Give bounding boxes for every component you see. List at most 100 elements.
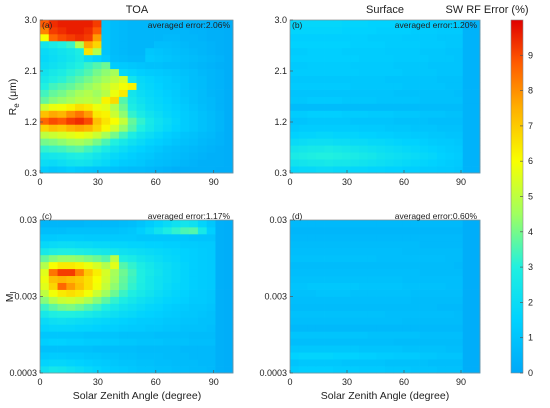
heatmap-cell-a	[171, 54, 181, 63]
heatmap-cell-c	[101, 240, 111, 249]
heatmap-cell-b	[376, 54, 386, 63]
heatmap-cell-a	[48, 131, 58, 139]
heatmap-cell-b	[298, 89, 308, 97]
heatmap-cell-b	[376, 110, 386, 118]
heatmap-cell-c	[162, 261, 172, 270]
heatmap-cell-d	[324, 268, 334, 277]
heatmap-cell-a	[189, 61, 199, 70]
heatmap-cell-b	[385, 159, 395, 167]
x-axis-label-d: Solar Zenith Angle (degree)	[321, 390, 449, 402]
heatmap-cell-d	[298, 338, 308, 346]
heatmap-cell-d	[402, 254, 412, 263]
heatmap-cell-a	[40, 145, 50, 153]
heatmap-cell-a	[180, 68, 190, 77]
heatmap-cell-b	[298, 75, 308, 83]
heatmap-cell-b	[350, 33, 360, 42]
heatmap-cell-a	[206, 96, 216, 104]
heatmap-cell-c	[57, 324, 67, 332]
heatmap-cell-b	[333, 40, 343, 49]
heatmap-cell-d	[462, 338, 472, 346]
heatmap-cell-c	[57, 359, 67, 367]
heatmap-cell-a	[162, 89, 172, 97]
heatmap-cell-b	[385, 61, 395, 70]
heatmap-cell-a	[180, 117, 190, 125]
heatmap-cell-c	[118, 303, 129, 311]
heatmap-cell-a	[171, 26, 181, 35]
heatmap-cell-c	[101, 317, 111, 325]
heatmap-cell-d	[436, 240, 446, 249]
heatmap-cell-b	[324, 103, 334, 111]
heatmap-cell-b	[462, 61, 472, 70]
heatmap-cell-c	[127, 324, 137, 332]
heatmap-cell-d	[393, 310, 403, 318]
heatmap-cell-b	[385, 110, 395, 118]
heatmap-cell-c	[75, 310, 85, 318]
heatmap-cell-a	[75, 117, 85, 125]
heatmap-cell-b	[410, 124, 420, 132]
heatmap-cell-a	[127, 61, 137, 70]
heatmap-cell-c	[145, 289, 155, 297]
heatmap-cell-c	[197, 233, 208, 242]
heatmap-cell-c	[110, 240, 120, 249]
heatmap-cell-b	[462, 96, 472, 104]
heatmap-cell-a	[110, 61, 120, 70]
heatmap-cell-a	[66, 96, 76, 104]
heatmap-cell-d	[290, 240, 300, 249]
heatmap-cell-d	[376, 303, 386, 311]
heatmap-cell-d	[402, 345, 412, 353]
heatmap-cell-a	[224, 47, 234, 56]
heatmap-cell-b	[436, 103, 446, 111]
heatmap-cell-b	[428, 47, 438, 56]
heatmap-cell-c	[118, 220, 129, 228]
heatmap-cell-b	[307, 68, 317, 77]
heatmap-cell-b	[290, 117, 300, 125]
heatmap-cell-b	[290, 152, 300, 160]
heatmap-cell-a	[83, 68, 94, 77]
heatmap-cell-b	[393, 138, 403, 146]
heatmap-cell-b	[428, 26, 438, 35]
heatmap-cell-c	[206, 220, 216, 228]
heatmap-cell-a	[127, 145, 137, 153]
heatmap-cell-b	[367, 26, 377, 35]
heatmap-cell-a	[83, 54, 94, 63]
heatmap-cell-b	[350, 117, 360, 125]
heatmap-cell-d	[385, 275, 395, 283]
heatmap-cell-c	[145, 282, 155, 290]
heatmap-cell-a	[215, 40, 225, 49]
heatmap-cell-a	[101, 159, 111, 167]
heatmap-cell-c	[40, 338, 50, 346]
heatmap-cell-b	[419, 131, 429, 139]
heatmap-cell-b	[315, 145, 325, 153]
heatmap-cell-b	[462, 145, 472, 153]
heatmap-cell-d	[350, 233, 360, 242]
heatmap-cell-c	[224, 324, 234, 332]
heatmap-cell-b	[290, 33, 300, 42]
heatmap-cell-d	[376, 220, 386, 228]
heatmap-cell-c	[66, 324, 76, 332]
heatmap-cell-c	[206, 345, 216, 353]
heatmap-cell-b	[341, 20, 351, 28]
heatmap-cell-d	[385, 324, 395, 332]
heatmap-cell-a	[110, 33, 120, 42]
heatmap-cell-d	[436, 303, 446, 311]
heatmap-cell-a	[40, 89, 50, 97]
heatmap-cell-b	[402, 54, 412, 63]
heatmap-cell-b	[462, 124, 472, 132]
heatmap-cell-b	[350, 138, 360, 146]
heatmap-cell-d	[315, 331, 325, 339]
heatmap-cell-d	[367, 331, 377, 339]
heatmap-cell-b	[341, 152, 351, 160]
heatmap-cell-a	[66, 117, 76, 125]
heatmap-cell-d	[445, 345, 455, 353]
heatmap-cell-c	[224, 289, 234, 297]
heatmap-cell-d	[436, 261, 446, 270]
heatmap-cell-a	[197, 124, 208, 132]
x-ticks-b: 0 30 60 90	[287, 170, 466, 187]
heatmap-cell-a	[83, 152, 94, 160]
heatmap-cell-b	[350, 26, 360, 35]
heatmap-cell-d	[471, 226, 481, 235]
heatmap-cell-a	[118, 54, 129, 63]
heatmap-cell-d	[350, 317, 360, 325]
heatmap-cell-c	[224, 233, 234, 242]
